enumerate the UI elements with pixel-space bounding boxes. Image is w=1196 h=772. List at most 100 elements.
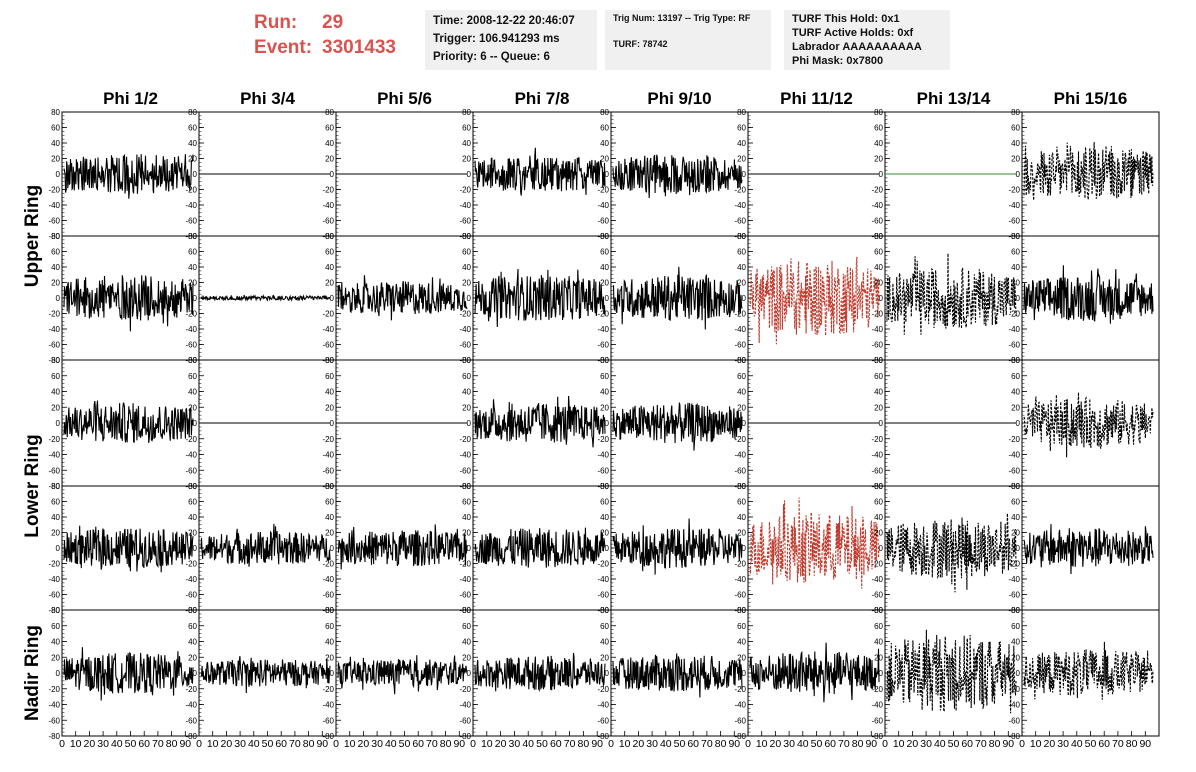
y-tick-label: 0 [330, 669, 335, 678]
y-tick-label: -40 [322, 701, 334, 710]
y-tick-label: 40 [874, 263, 883, 272]
y-tick-label: -20 [322, 186, 334, 195]
y-tick-label: -20 [322, 310, 334, 319]
y-tick-label: 20 [874, 155, 883, 164]
y-tick-label: 0 [193, 419, 198, 428]
y-tick-label: 80 [600, 108, 609, 117]
y-tick-label: 80 [1011, 108, 1020, 117]
x-tick-label: 30 [234, 738, 246, 750]
y-tick-label: 20 [188, 279, 197, 288]
x-tick-label: 50 [1085, 738, 1097, 750]
y-tick-label: -40 [185, 575, 197, 584]
y-tick-label: -60 [459, 341, 471, 350]
y-tick-label: 80 [462, 482, 471, 491]
y-tick-label: 0 [193, 544, 198, 553]
row-group-label: Lower Ring [22, 434, 43, 537]
y-tick-label: 60 [1011, 498, 1020, 507]
y-tick-label: 60 [462, 622, 471, 631]
y-tick-label: 60 [737, 622, 746, 631]
y-tick-label: 20 [51, 529, 60, 538]
x-tick-label: 80 [303, 738, 315, 750]
y-tick-label: 40 [325, 139, 334, 148]
x-tick-label: 90 [179, 738, 191, 750]
y-tick-label: -20 [871, 435, 883, 444]
x-tick-label: 80 [989, 738, 1001, 750]
y-tick-label: 0 [605, 170, 610, 179]
y-tick-label: 0 [330, 170, 335, 179]
y-tick-label: -80 [734, 732, 746, 741]
y-tick-label: 60 [1011, 124, 1020, 133]
y-tick-label: 60 [325, 498, 334, 507]
y-tick-label: 0 [467, 544, 472, 553]
y-tick-label: -60 [1008, 466, 1020, 475]
y-tick-label: 60 [188, 124, 197, 133]
y-tick-label: -20 [1008, 310, 1020, 319]
y-tick-label: 40 [188, 388, 197, 397]
x-tick-label: 80 [440, 738, 452, 750]
y-tick-label: -40 [871, 575, 883, 584]
y-tick-label: 40 [51, 513, 60, 522]
y-tick-label: 40 [874, 513, 883, 522]
waveform-trace [474, 652, 606, 693]
y-tick-label: -60 [185, 591, 197, 600]
y-tick-label: -20 [1008, 435, 1020, 444]
y-tick-label: 40 [737, 513, 746, 522]
column-title: Phi 11/12 [780, 89, 853, 108]
y-tick-label: 80 [874, 606, 883, 615]
x-tick-label: 50 [674, 738, 686, 750]
y-tick-label: 20 [600, 155, 609, 164]
y-tick-label: 60 [188, 498, 197, 507]
y-tick-label: 0 [56, 419, 61, 428]
x-tick-label: 60 [138, 738, 150, 750]
run-label: Run: [254, 12, 298, 33]
y-tick-label: 80 [462, 356, 471, 365]
y-tick-label: -20 [48, 685, 60, 694]
turf-hold-panel: TURF This Hold: 0x1 TURF Active Holds: 0… [784, 10, 950, 70]
y-tick-label: -20 [597, 435, 609, 444]
x-tick-label: 10 [481, 738, 493, 750]
y-tick-label: 20 [1011, 279, 1020, 288]
y-tick-label: -80 [1008, 732, 1020, 741]
y-tick-label: 40 [462, 638, 471, 647]
y-tick-label: -60 [871, 591, 883, 600]
y-tick-label: -20 [322, 685, 334, 694]
x-tick-label: 50 [262, 738, 274, 750]
column-title: Phi 3/4 [240, 89, 295, 108]
x-tick-label: 10 [70, 738, 82, 750]
y-tick-label: -60 [48, 341, 60, 350]
x-tick-label: 20 [1044, 738, 1056, 750]
y-tick-label: -60 [597, 591, 609, 600]
y-tick-label: -20 [597, 186, 609, 195]
y-tick-label: 40 [874, 139, 883, 148]
waveform-trace [474, 395, 606, 448]
waveform-trace [1023, 524, 1154, 575]
waveform-trace [612, 402, 743, 451]
x-tick-label: 20 [221, 738, 233, 750]
y-tick-label: 0 [605, 544, 610, 553]
y-tick-label: -20 [185, 186, 197, 195]
y-tick-label: 20 [462, 529, 471, 538]
y-tick-label: 40 [325, 388, 334, 397]
column-title: Phi 1/2 [103, 89, 158, 108]
waveform-trace [200, 293, 331, 302]
y-tick-label: 20 [188, 653, 197, 662]
x-tick-label: 50 [536, 738, 548, 750]
y-tick-label: 20 [462, 279, 471, 288]
waveform-trace [1023, 641, 1154, 700]
y-tick-label: 80 [188, 606, 197, 615]
y-tick-label: 80 [51, 108, 60, 117]
y-tick-label: 60 [51, 622, 60, 631]
x-tick-label: 40 [522, 738, 534, 750]
run-value: 29 [322, 12, 344, 33]
y-tick-label: 80 [737, 232, 746, 241]
y-tick-label: 40 [874, 388, 883, 397]
waveform-trace [474, 268, 606, 328]
x-tick-label: 40 [660, 738, 672, 750]
y-tick-label: 0 [467, 669, 472, 678]
y-tick-label: 20 [1011, 653, 1020, 662]
waveform-trace [1023, 392, 1154, 458]
x-tick-label: 80 [1126, 738, 1138, 750]
y-tick-label: 80 [188, 356, 197, 365]
y-tick-label: -40 [459, 201, 471, 210]
y-tick-label: 60 [51, 498, 60, 507]
